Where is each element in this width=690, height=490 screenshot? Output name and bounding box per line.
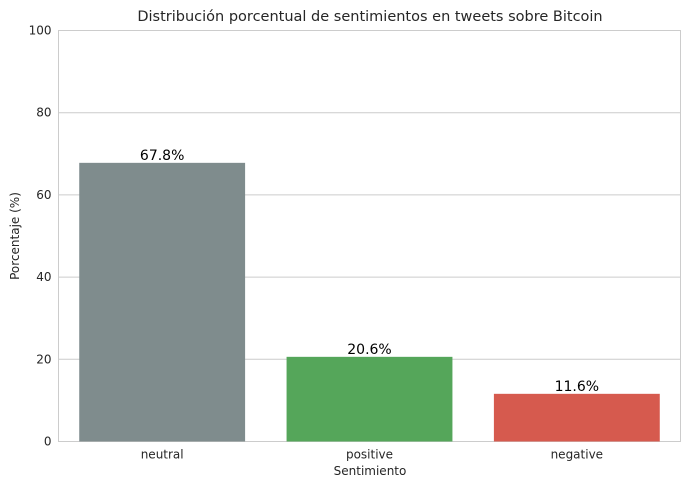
data-labels: 67.8% 20.6% 11.6% <box>140 148 599 395</box>
y-tick-label: 80 <box>36 106 51 120</box>
y-tick-label: 20 <box>36 352 51 366</box>
chart-title: Distribución porcentual de sentimientos … <box>137 9 602 25</box>
y-tick-label: 0 <box>44 435 52 449</box>
x-tick-label: neutral <box>141 448 184 462</box>
bar-value-label: 67.8% <box>140 148 184 164</box>
bar-positive <box>286 356 453 442</box>
x-tick-labels: neutral positive negative <box>141 448 603 462</box>
bar-negative <box>493 393 660 442</box>
y-tick-label: 100 <box>29 24 52 38</box>
y-tick-labels: 0 20 40 60 80 100 <box>29 24 52 449</box>
bar-value-label: 20.6% <box>347 342 391 358</box>
y-axis-label: Porcentaje (%) <box>8 192 22 280</box>
bar-value-label: 11.6% <box>555 379 599 395</box>
y-tick-label: 40 <box>36 270 51 284</box>
bars <box>79 162 660 442</box>
bar-neutral <box>79 162 246 442</box>
x-tick-label: negative <box>551 448 603 462</box>
x-axis-label: Sentimiento <box>334 464 407 478</box>
x-tick-label: positive <box>346 448 393 462</box>
y-tick-label: 60 <box>36 188 51 202</box>
